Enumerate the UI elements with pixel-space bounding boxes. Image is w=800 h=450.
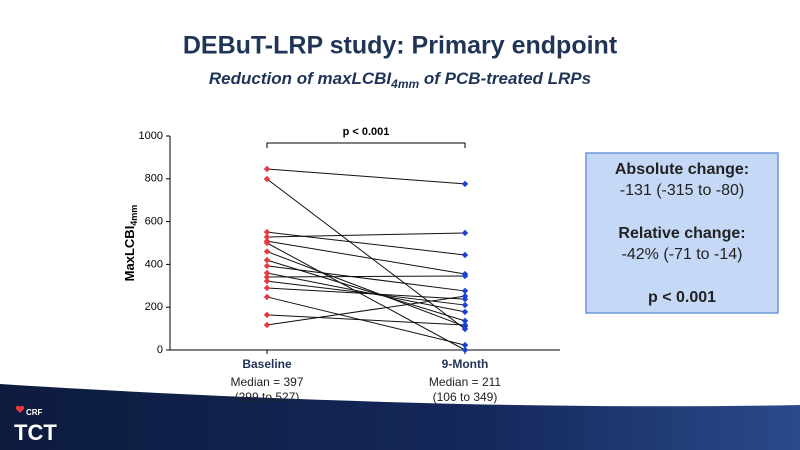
data-point <box>263 175 271 183</box>
data-point <box>461 292 469 300</box>
pair-line <box>266 240 466 275</box>
data-point <box>263 311 271 319</box>
subtitle: Reduction of maxLCBI4mm of PCB-treated L… <box>209 69 591 91</box>
data-point <box>263 239 271 247</box>
pair-line <box>266 272 466 313</box>
significance-bracket <box>266 142 466 148</box>
y-tick-label: 0 <box>157 344 163 356</box>
footer-band <box>0 384 800 450</box>
pair-line <box>266 231 466 256</box>
data-point <box>263 248 271 255</box>
pair-line <box>266 232 466 238</box>
category-note: Median = 397 <box>230 375 303 389</box>
pair-line <box>266 242 466 351</box>
data-point <box>263 284 271 292</box>
category-note: (299 to 527) <box>235 390 300 404</box>
annotation: p < 0.001 <box>343 126 390 138</box>
pair-line <box>266 296 466 346</box>
x-tick-label: 9-Month <box>442 357 489 371</box>
pair-line <box>266 314 466 326</box>
stats-box <box>585 152 779 314</box>
pair-line <box>266 287 466 300</box>
data-point <box>461 180 469 188</box>
data-point <box>263 256 271 264</box>
data-point <box>263 165 271 173</box>
title: DEBuT-LRP study: Primary endpoint <box>183 32 618 60</box>
x-tick-label: Baseline <box>242 357 292 371</box>
category-note: Median = 211 <box>429 375 501 389</box>
data-point <box>263 273 271 281</box>
data-point <box>263 293 271 301</box>
data-point <box>461 272 469 280</box>
data-point <box>263 233 271 241</box>
subtitle-subscript: 4mm <box>390 77 419 91</box>
stats-value: -42% (-71 to -14) <box>622 246 743 263</box>
category-note: (106 to 349) <box>433 390 498 404</box>
chart: 0 200 400 600 800 1000 MaxLCBI4mm p < 0.001 Base… <box>122 126 560 404</box>
y-tick-label: 1000 <box>139 130 163 142</box>
pair-line <box>266 251 466 327</box>
y-label-subscript: 4mm <box>129 205 139 226</box>
stats-heading: Absolute change: <box>615 161 749 178</box>
stats-p: p < 0.001 <box>648 289 716 306</box>
stats-value: -131 (-315 to -80) <box>620 182 745 199</box>
y-tick-label: 800 <box>145 173 163 185</box>
logo-heart <box>15 405 25 413</box>
stats-heading: Relative change: <box>618 225 745 242</box>
data-point <box>461 287 469 295</box>
data-point <box>263 269 271 277</box>
data-point <box>461 301 469 309</box>
pair-line <box>266 265 466 292</box>
subtitle-text: Reduction of maxLCBI <box>209 69 393 88</box>
data-point <box>263 262 271 270</box>
pair-line <box>266 178 466 330</box>
logo-brand: CRF <box>26 408 43 417</box>
subtitle-text: of PCB-treated LRPs <box>419 69 591 88</box>
y-axis-label: MaxLCBI4mm <box>122 205 139 282</box>
data-point <box>461 323 469 330</box>
data-point <box>461 346 469 354</box>
y-tick-label: 200 <box>145 301 163 313</box>
data-point <box>461 317 469 325</box>
y-tick-label: 600 <box>145 216 163 228</box>
data-point <box>461 229 469 237</box>
pair-line <box>266 295 466 326</box>
data-point <box>461 251 469 259</box>
pair-line <box>266 168 466 185</box>
logo-name: TCT <box>14 420 57 445</box>
y-label-text: MaxLCBI <box>122 226 137 282</box>
y-tick-label: 400 <box>145 258 163 270</box>
pair-line <box>266 275 466 278</box>
data-point <box>263 277 271 285</box>
data-point <box>263 228 271 236</box>
data-point <box>263 321 271 329</box>
data-point <box>461 308 469 316</box>
data-point <box>461 341 469 349</box>
